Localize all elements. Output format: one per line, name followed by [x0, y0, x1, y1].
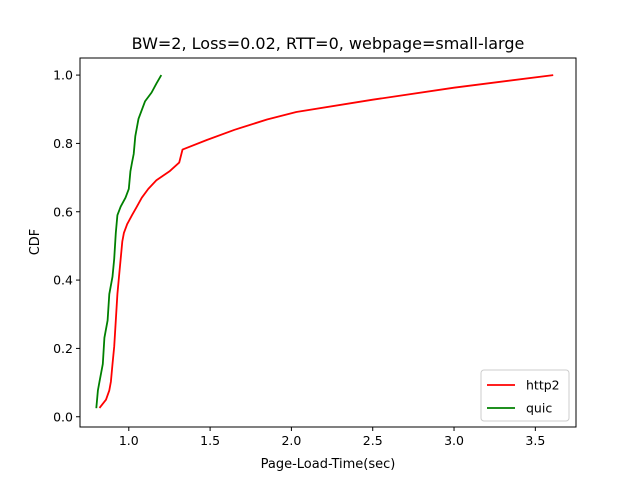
x-axis-ticks: 1.0 1.5 2.0 2.5 3.0 3.5: [119, 427, 545, 448]
y-axis-ticks: 0.0 0.2 0.4 0.6 0.8 1.0: [53, 68, 80, 424]
series-line-http2: [98, 74, 554, 409]
legend: http2 quic: [480, 369, 570, 422]
plot-area: [80, 58, 576, 427]
series-lines: [95, 74, 554, 409]
x-tick-label: 1.0: [119, 433, 139, 448]
y-tick-label: 1.0: [53, 68, 73, 83]
x-tick-label: 3.5: [525, 433, 545, 448]
y-tick-label: 0.0: [53, 409, 73, 424]
y-tick-label: 0.6: [53, 204, 73, 219]
y-tick-label: 0.2: [53, 341, 73, 356]
x-tick-label: 1.5: [200, 433, 220, 448]
x-tick-label: 2.0: [281, 433, 301, 448]
plot-frame: [79, 57, 577, 428]
y-tick-label: 0.8: [53, 136, 73, 151]
chart-title: BW=2, Loss=0.02, RTT=0, webpage=small-la…: [132, 34, 525, 53]
series-line-quic: [95, 74, 163, 409]
y-tick-label: 0.4: [53, 273, 73, 288]
y-axis-label: CDF: [28, 229, 43, 256]
x-axis-label: Page-Load-Time(sec): [261, 457, 396, 472]
x-tick-label: 3.0: [444, 433, 464, 448]
x-tick-label: 2.5: [363, 433, 383, 448]
legend-label-http2: http2: [526, 378, 560, 393]
legend-label-quic: quic: [526, 401, 552, 416]
